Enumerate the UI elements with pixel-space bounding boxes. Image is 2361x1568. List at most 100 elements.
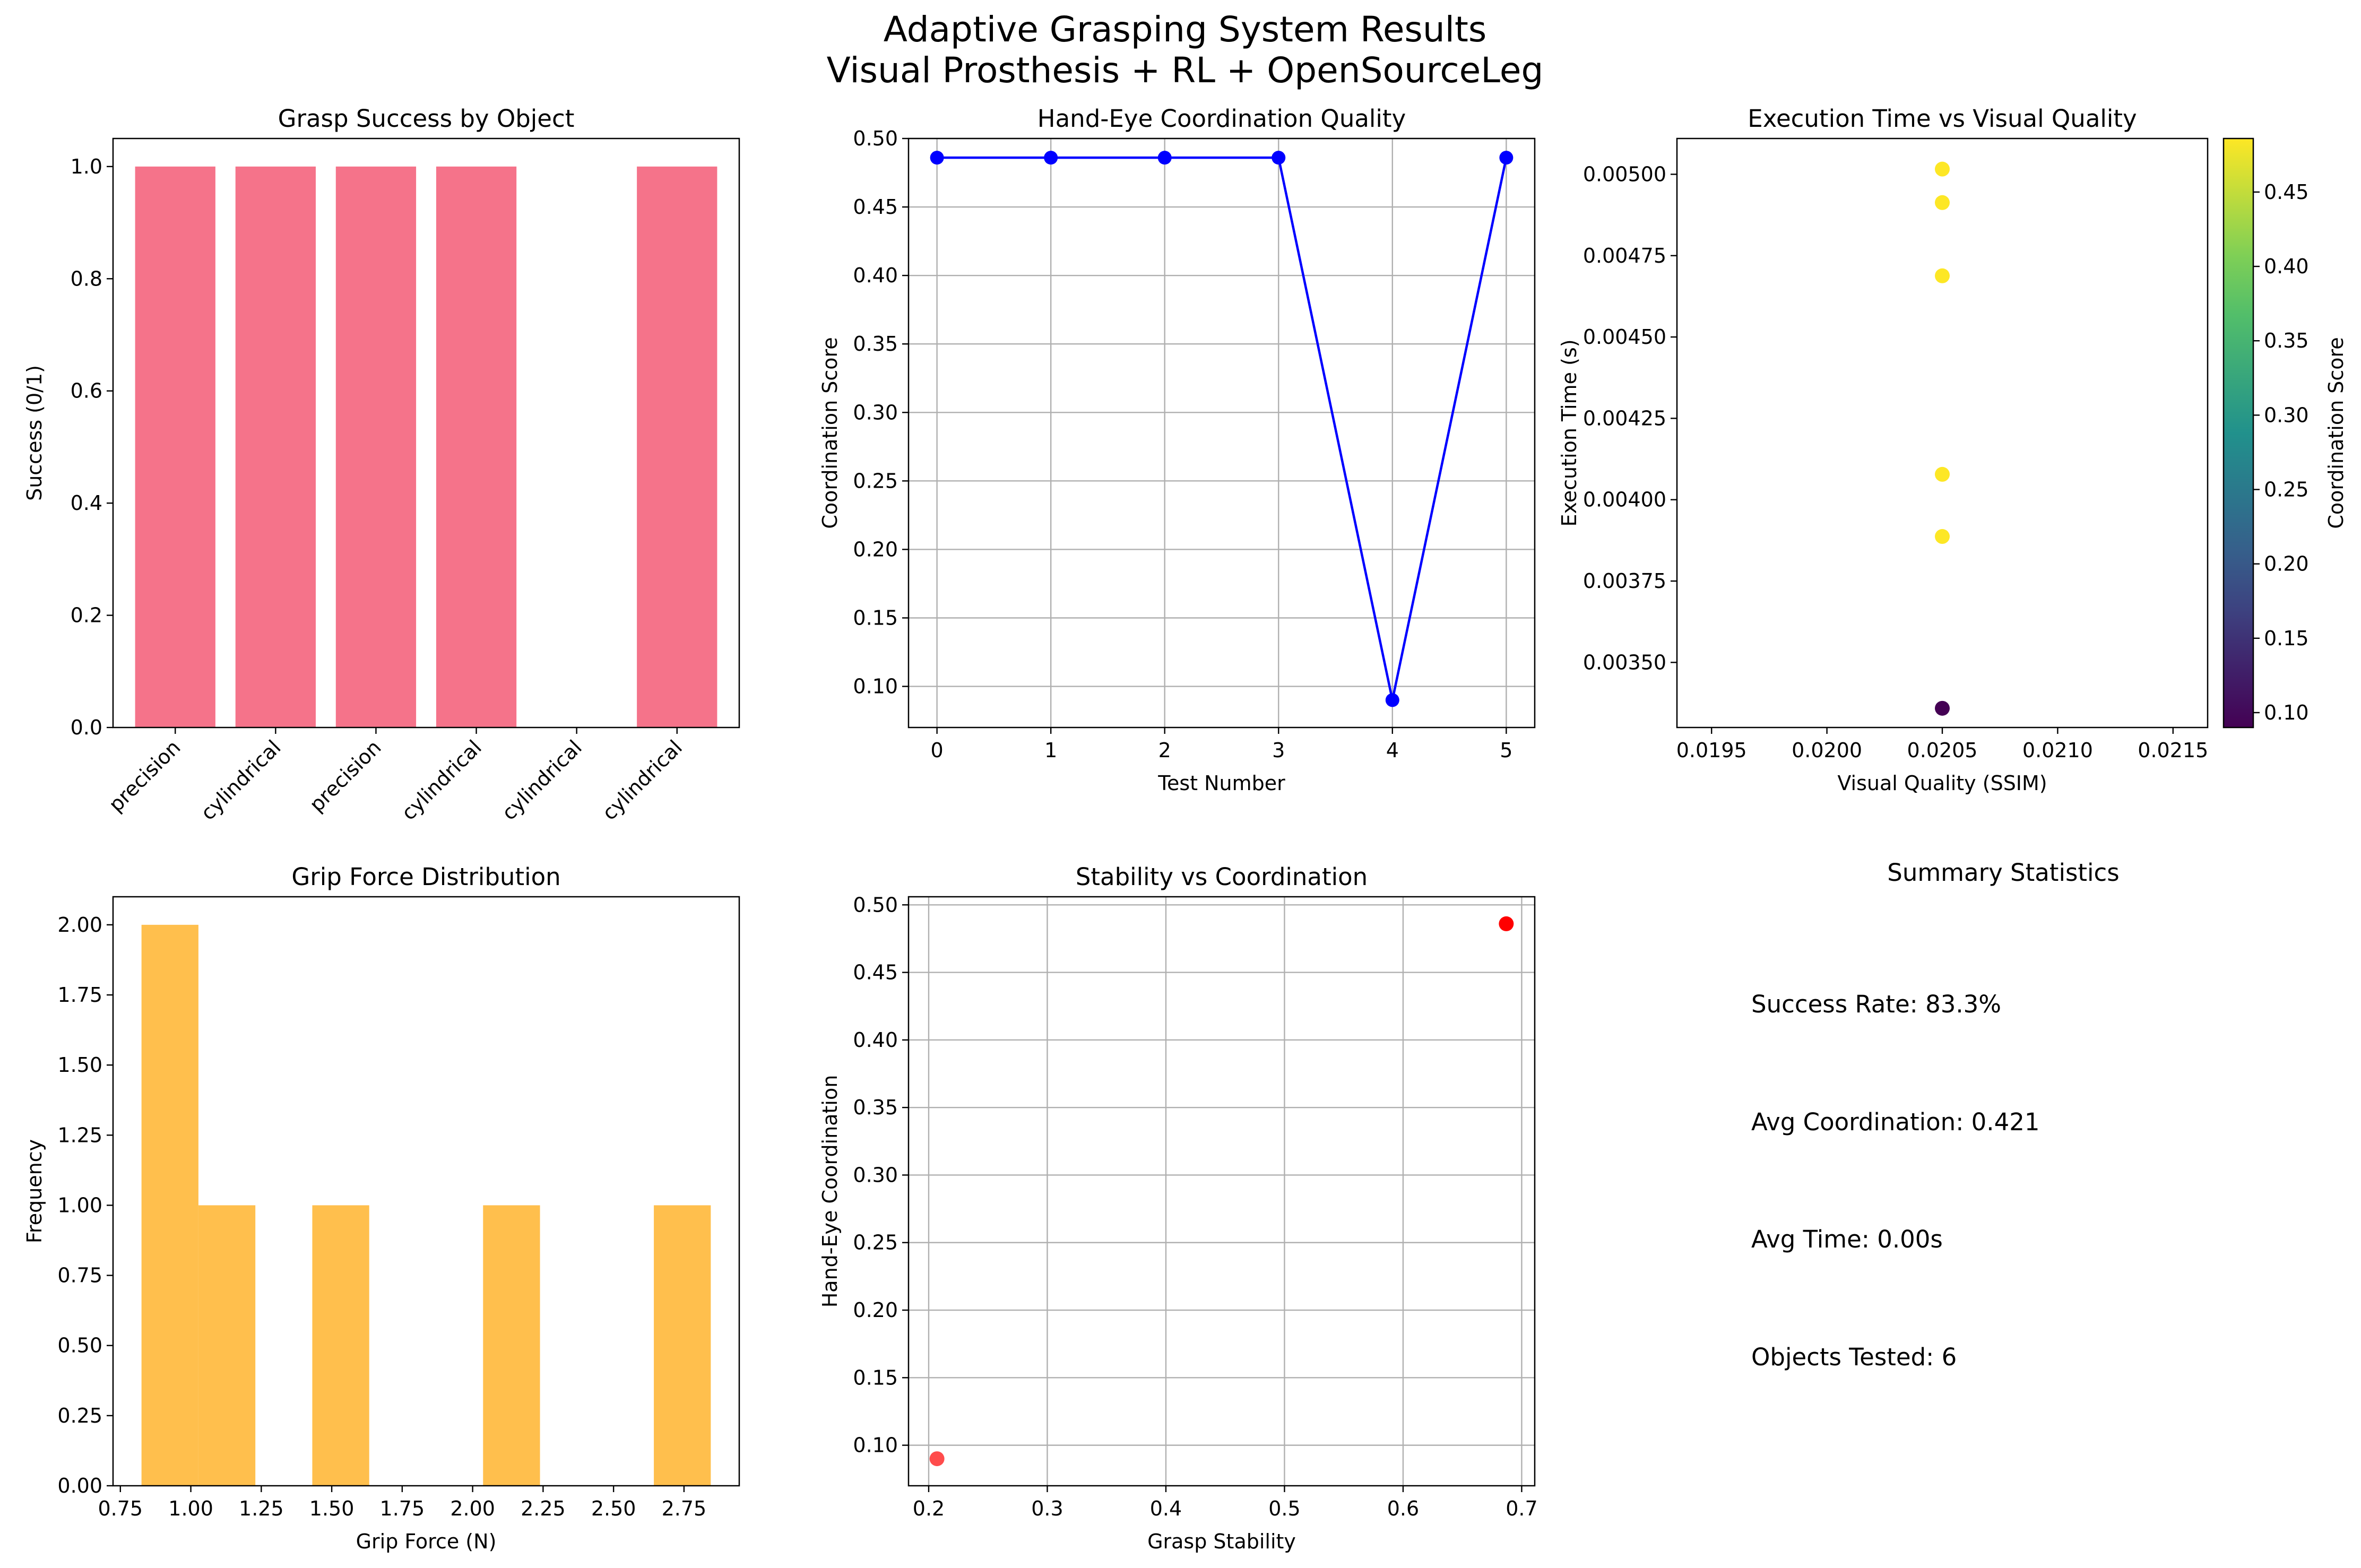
y-axis-label: Execution Time (s) [1558,339,1581,526]
colorbar-tick-label: 0.20 [2264,552,2309,576]
y-tick-label: 0.2 [71,604,102,627]
x-axis-label: Grip Force (N) [356,1530,497,1553]
summary-avg-time: Avg Time: 0.00s [1751,1225,1943,1253]
exec-time-panel: 0.00350 0.00375 0.00400 0.00425 0.00450 0.004… [1558,105,2348,795]
y-tick-label: 0.35 [853,332,898,356]
y-tick-label: 0.50 [853,127,898,150]
y-axis-label: Success (0/1) [23,365,46,501]
colorbar-tick-label: 0.40 [2264,255,2309,278]
x-tick-label: 0.6 [1387,1497,1419,1520]
bar [335,166,417,727]
data-point [1272,151,1286,165]
x-axis-label: Grasp Stability [1147,1530,1296,1553]
y-tick-label: 1.75 [57,983,102,1007]
x-tick-label: 2.75 [662,1497,707,1520]
summary-panel: Summary Statistics Success Rate: 83.3% A… [1751,859,2120,1371]
panel-title: Stability vs Coordination [1076,863,1368,891]
y-axis-label: Coordination Score [818,337,842,529]
colorbar-tick-label: 0.35 [2264,329,2309,352]
x-tick-label: 0.3 [1031,1497,1063,1520]
y-tick-label: 0.6 [71,379,102,403]
y-tick-label: 0.00500 [1583,162,1666,186]
bar [235,166,316,727]
y-tick-label: 0.8 [71,267,102,290]
y-tick-label: 0.0 [71,716,102,739]
axes-frame [112,896,740,1487]
x-tick-label: 0.7 [1506,1497,1537,1520]
y-tick-label: 0.75 [57,1264,102,1287]
y-tick-label: 0.25 [853,469,898,492]
y-tick-label: 0.00 [57,1474,102,1497]
axes-frame [907,137,1536,729]
colorbar-tick-label: 0.15 [2264,627,2309,650]
data-point [1935,529,1950,544]
y-tick-label: 1.50 [57,1053,102,1077]
data-point [1157,151,1172,165]
y-tick-label: 0.20 [853,538,898,561]
x-axis-label: Test Number [1157,772,1285,795]
summary-objects-tested: Objects Tested: 6 [1751,1343,1957,1371]
y-tick-label: 0.00375 [1583,569,1666,593]
x-tick-label: 2 [1158,739,1171,762]
x-tick-label: 3 [1272,739,1285,762]
y-tick-label: 0.25 [853,1231,898,1254]
y-tick-label: 0.10 [853,675,898,698]
x-tick-label: 1.75 [380,1497,425,1520]
panel-title: Hand-Eye Coordination Quality [1037,105,1406,133]
y-tick-label: 0.25 [57,1404,102,1427]
y-tick-label: 0.40 [853,1028,898,1052]
colorbar-tick-label: 0.45 [2264,180,2309,204]
data-point [1935,700,1950,716]
histogram-bar [141,924,198,1486]
colorbar-tick-label: 0.10 [2264,701,2309,724]
y-tick-label: 0.30 [853,1163,898,1186]
data-point [929,1451,945,1467]
bar [637,166,717,727]
bar [135,166,215,727]
y-tick-label: 0.00400 [1583,488,1666,512]
data-point [930,151,944,165]
y-axis-label: Hand-Eye Coordination [818,1075,842,1308]
colorbar-tick-label: 0.30 [2264,403,2309,427]
y-tick-label: 0.00475 [1583,244,1666,267]
x-tick-label: 0 [931,739,944,762]
panel-title: Grasp Success by Object [278,105,575,133]
x-tick-label: 0.0195 [1676,739,1747,762]
y-tick-label: 0.00350 [1583,651,1666,674]
data-point [1935,268,1950,283]
x-tick-label: 0.5 [1268,1497,1300,1520]
y-tick-label: 0.15 [853,606,898,629]
y-tick-label: 1.00 [57,1193,102,1217]
y-tick-label: 0.15 [853,1366,898,1389]
stability-panel: 0.10 0.15 0.20 0.25 0.30 0.35 0.40 0.45 0.50 0.2 0… [818,863,1538,1553]
hand-eye-panel: 0.10 0.15 0.20 0.25 0.30 0.35 0.40 0.45 0.50 0 1 2 3… [818,105,1536,795]
axes-frame [112,137,740,729]
data-point [1044,151,1058,165]
panel-title: Grip Force Distribution [291,863,560,891]
y-tick-label: 0.40 [853,264,898,287]
y-tick-label: 0.50 [853,893,898,916]
grip-force-panel: 0.00 0.25 0.50 0.75 1.00 1.25 1.50 1.75 2.00 0.75… [23,863,740,1553]
x-axis-label: Visual Quality (SSIM) [1837,772,2047,795]
x-tick-label: 0.0210 [2022,739,2093,762]
summary-title: Summary Statistics [1887,859,2119,887]
summary-success-rate: Success Rate: 83.3% [1751,990,2001,1018]
summary-avg-coordination: Avg Coordination: 0.421 [1751,1108,2040,1136]
axes-frame [907,896,1536,1487]
x-tick-label: 1 [1044,739,1057,762]
y-tick-label: 0.10 [853,1434,898,1457]
y-tick-label: 0.45 [853,961,898,984]
y-tick-label: 0.00450 [1583,325,1666,349]
figure-title-line2: Visual Prosthesis + RL + OpenSourceLeg [827,50,1544,91]
axes-frame [1676,137,2209,729]
y-tick-label: 0.00425 [1583,406,1666,430]
y-axis-label: Frequency [23,1139,46,1243]
x-tick-label: 0.4 [1150,1497,1182,1520]
x-tick-label: 0.0205 [1907,739,1978,762]
x-tick-label: 1.00 [168,1497,213,1520]
x-tick-label: 1.25 [239,1497,284,1520]
data-point [1499,151,1514,165]
panel-title: Execution Time vs Visual Quality [1748,105,2137,133]
x-tick-label: 0.2 [913,1497,945,1520]
